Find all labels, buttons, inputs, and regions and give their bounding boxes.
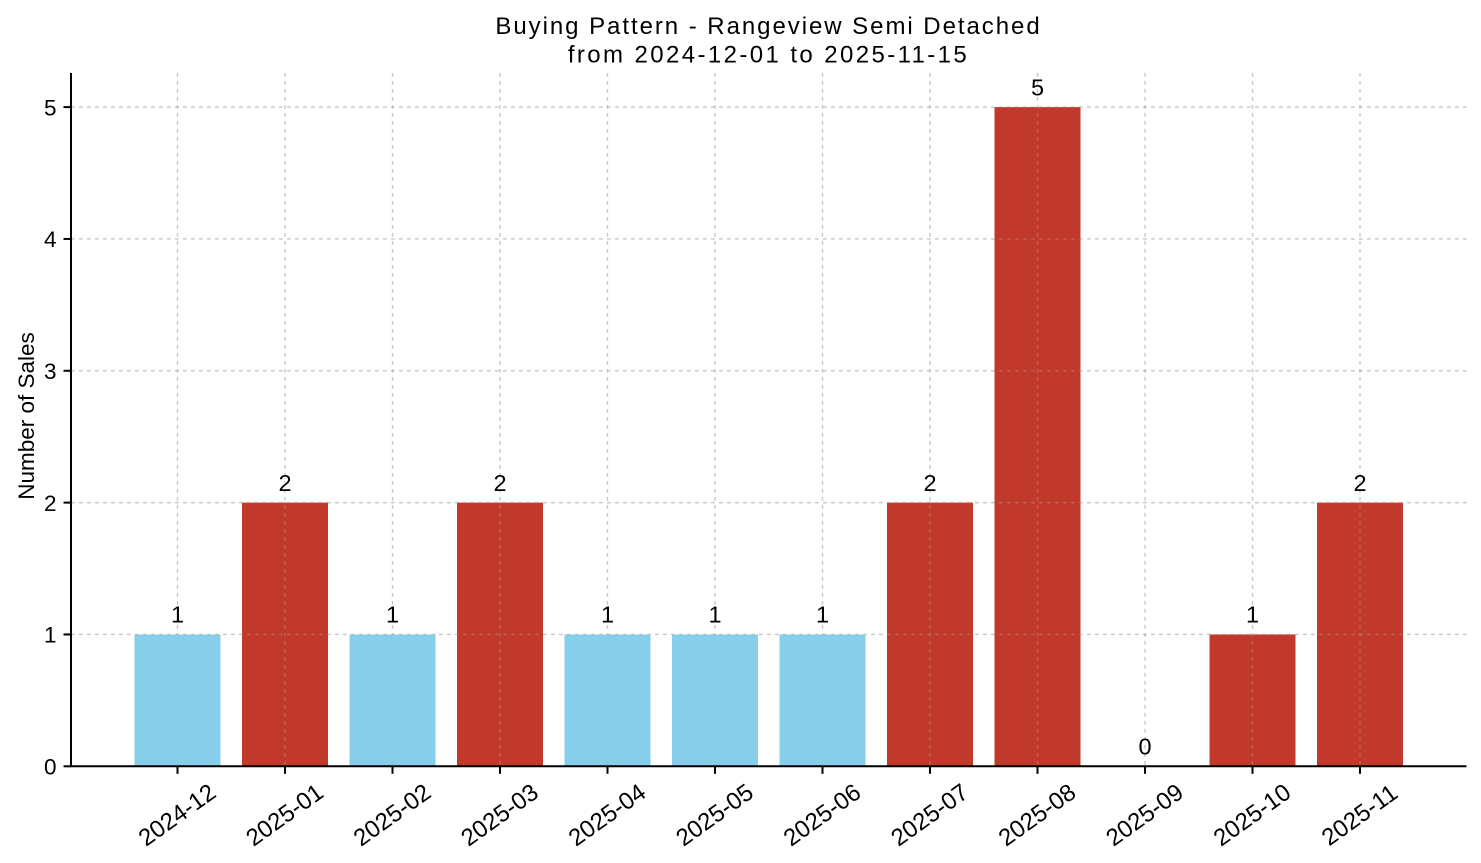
svg-text:0: 0 <box>1138 734 1151 760</box>
svg-text:1: 1 <box>44 623 57 648</box>
svg-text:2: 2 <box>278 470 291 496</box>
svg-text:5: 5 <box>1031 74 1044 100</box>
svg-text:1: 1 <box>386 602 399 628</box>
svg-text:Buying Pattern - Rangeview Sem: Buying Pattern - Rangeview Semi Detached <box>495 13 1041 40</box>
svg-text:4: 4 <box>44 227 57 252</box>
svg-text:2: 2 <box>44 491 57 516</box>
svg-text:2: 2 <box>923 470 936 496</box>
svg-text:1: 1 <box>708 602 721 628</box>
svg-text:Number of Sales: Number of Sales <box>14 332 39 500</box>
svg-text:1: 1 <box>601 602 614 628</box>
svg-text:from 2024-12-01 to 2025-11-15: from 2024-12-01 to 2025-11-15 <box>568 42 969 69</box>
svg-text:2: 2 <box>493 470 506 496</box>
svg-text:5: 5 <box>44 95 57 120</box>
svg-text:1: 1 <box>1246 602 1259 628</box>
svg-text:1: 1 <box>816 602 829 628</box>
svg-text:0: 0 <box>44 755 57 780</box>
svg-text:1: 1 <box>171 602 184 628</box>
svg-text:3: 3 <box>44 359 57 384</box>
svg-text:2: 2 <box>1353 470 1366 496</box>
